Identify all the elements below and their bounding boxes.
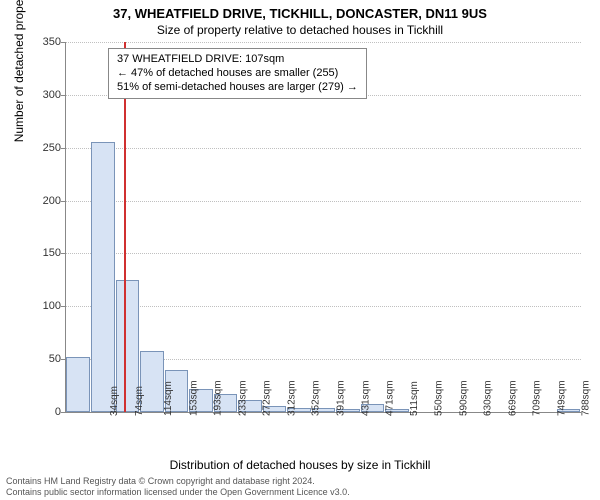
y-tick-mark xyxy=(61,359,65,360)
x-tick-label: 669sqm xyxy=(507,380,518,416)
y-tick-label: 100 xyxy=(35,300,61,312)
annotation-box: 37 WHEATFIELD DRIVE: 107sqm ← 47% of det… xyxy=(108,48,367,99)
x-tick-label: 590sqm xyxy=(458,380,469,416)
y-tick-mark xyxy=(61,253,65,254)
x-tick-label: 352sqm xyxy=(311,380,322,416)
footer-line2: Contains public sector information licen… xyxy=(6,487,350,497)
x-tick-label: 471sqm xyxy=(385,380,396,416)
x-tick-label: 431sqm xyxy=(360,380,371,416)
footer-line1: Contains HM Land Registry data © Crown c… xyxy=(6,476,350,486)
chart-container: 37, WHEATFIELD DRIVE, TICKHILL, DONCASTE… xyxy=(0,0,600,500)
y-tick-mark xyxy=(61,412,65,413)
histogram-bar xyxy=(91,142,115,412)
y-tick-mark xyxy=(61,201,65,202)
x-axis-label: Distribution of detached houses by size … xyxy=(0,458,600,472)
annotation-line1: 37 WHEATFIELD DRIVE: 107sqm xyxy=(117,53,358,67)
x-tick-label: 749sqm xyxy=(556,380,567,416)
y-tick-label: 200 xyxy=(35,195,61,207)
y-tick-mark xyxy=(61,95,65,96)
y-tick-label: 250 xyxy=(35,142,61,154)
y-tick-label: 300 xyxy=(35,89,61,101)
y-tick-mark xyxy=(61,148,65,149)
y-axis-label: Number of detached properties xyxy=(12,0,26,142)
gridline xyxy=(66,306,581,307)
gridline xyxy=(66,42,581,43)
x-tick-label: 391sqm xyxy=(336,380,347,416)
x-tick-label: 511sqm xyxy=(408,381,419,416)
y-tick-mark xyxy=(61,306,65,307)
x-tick-label: 630sqm xyxy=(483,380,494,416)
gridline xyxy=(66,253,581,254)
histogram-bar xyxy=(66,357,90,412)
x-tick-label: 788sqm xyxy=(581,380,592,416)
x-tick-label: 193sqm xyxy=(213,380,224,416)
chart-title: 37, WHEATFIELD DRIVE, TICKHILL, DONCASTE… xyxy=(0,6,600,21)
y-tick-label: 350 xyxy=(35,36,61,48)
x-tick-label: 74sqm xyxy=(134,386,145,416)
gridline xyxy=(66,201,581,202)
y-tick-label: 50 xyxy=(35,353,61,365)
x-tick-label: 312sqm xyxy=(287,380,298,416)
footer-attribution: Contains HM Land Registry data © Crown c… xyxy=(6,476,350,497)
x-tick-label: 233sqm xyxy=(237,380,248,416)
annotation-line2: ← 47% of detached houses are smaller (25… xyxy=(117,67,358,81)
x-tick-label: 34sqm xyxy=(109,386,120,416)
gridline xyxy=(66,148,581,149)
x-tick-label: 550sqm xyxy=(434,380,445,416)
y-tick-label: 0 xyxy=(35,406,61,418)
x-tick-label: 153sqm xyxy=(188,380,199,416)
x-tick-label: 709sqm xyxy=(532,380,543,416)
x-tick-label: 272sqm xyxy=(262,380,273,416)
annotation-line3: 51% of semi-detached houses are larger (… xyxy=(117,81,358,95)
x-tick-label: 114sqm xyxy=(163,381,174,416)
chart-subtitle: Size of property relative to detached ho… xyxy=(0,23,600,37)
y-tick-mark xyxy=(61,42,65,43)
y-tick-label: 150 xyxy=(35,247,61,259)
